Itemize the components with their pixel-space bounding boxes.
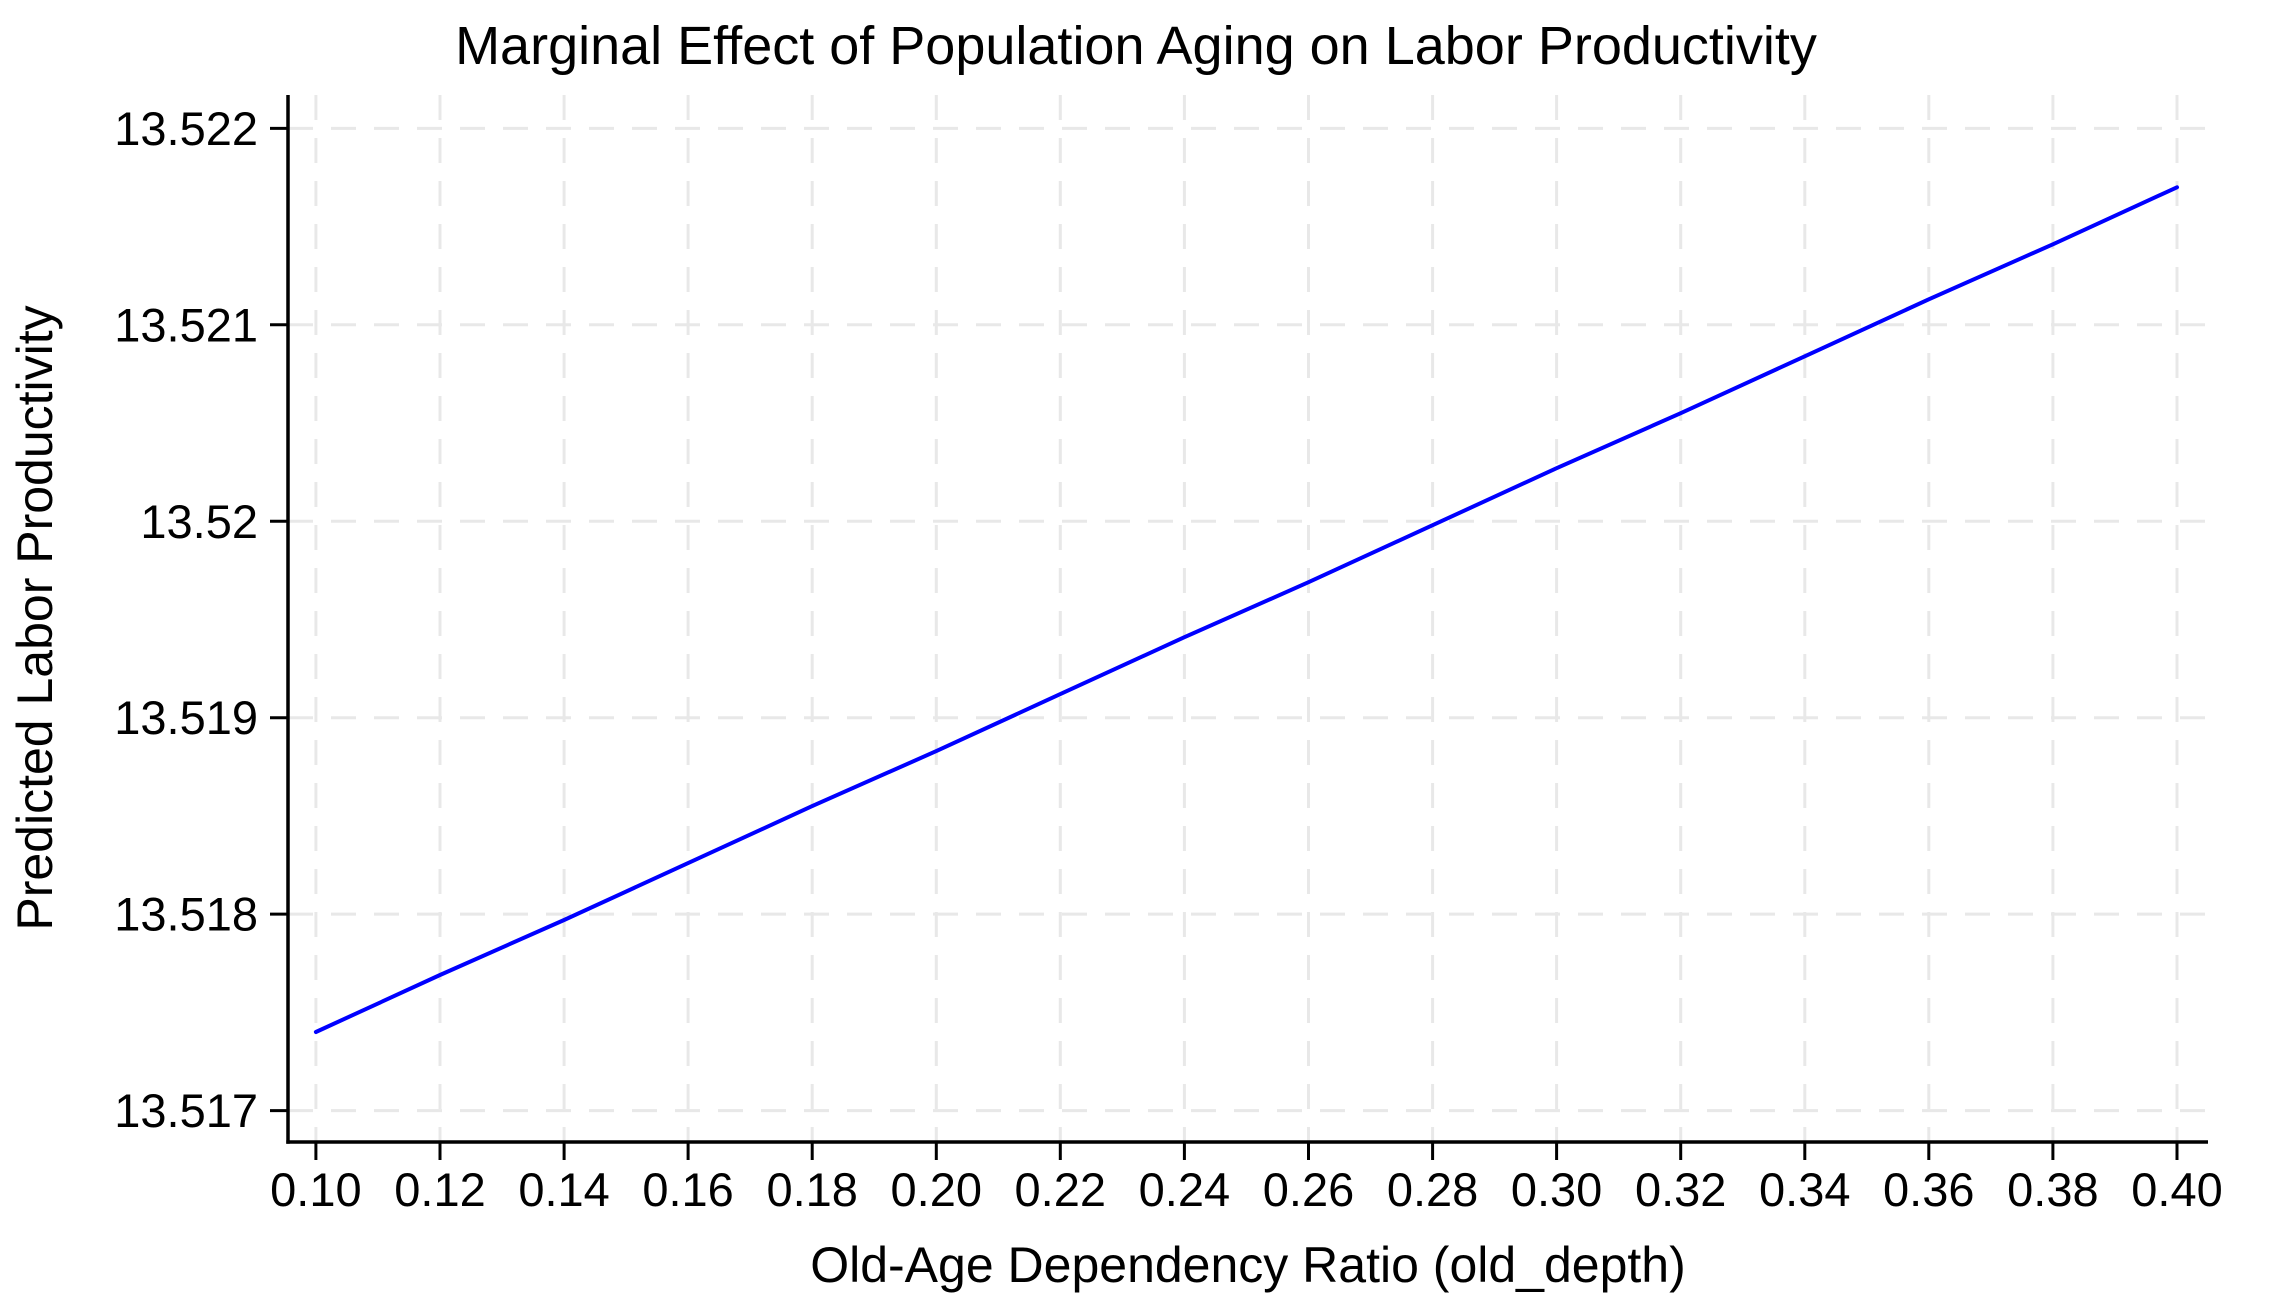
x-tick-label-0.36: 0.36 [1883,1163,1974,1216]
x-tick-label-0.34: 0.34 [1759,1163,1850,1216]
y-tick-label-13.52: 13.52 [140,495,258,548]
y-tick-label-13.517: 13.517 [114,1084,258,1137]
x-tick-label-0.30: 0.30 [1511,1163,1602,1216]
x-tick-label-0.32: 0.32 [1635,1163,1726,1216]
chart-title: Marginal Effect of Population Aging on L… [455,16,1817,76]
y-tick-label-13.518: 13.518 [114,888,258,941]
grid-layer [288,95,2208,1142]
x-tick-label-0.38: 0.38 [2007,1163,2098,1216]
y-tick-label-13.519: 13.519 [114,691,258,744]
axis-ticks-layer [270,126,2179,1160]
x-tick-label-0.18: 0.18 [766,1163,857,1216]
x-axis-label: Old-Age Dependency Ratio (old_depth) [810,1237,1686,1293]
y-tick-label-13.521: 13.521 [114,298,258,351]
y-axis-label: Predicted Labor Productivity [7,305,63,930]
x-tick-label-0.16: 0.16 [642,1163,733,1216]
tick-labels-layer: 0.10 0.12 0.14 0.16 0.18 0.20 0.22 0.24 0.26 0.28… [114,102,2223,1216]
series-layer [313,185,2179,1034]
x-tick-label-0.14: 0.14 [518,1163,609,1216]
x-tick-label-0.28: 0.28 [1387,1163,1478,1216]
x-tick-label-0.12: 0.12 [394,1163,485,1216]
x-tick-label-0.22: 0.22 [1015,1163,1106,1216]
y-tick-label-13.522: 13.522 [114,102,258,155]
x-tick-label-0.10: 0.10 [270,1163,361,1216]
x-tick-label-0.40: 0.40 [2131,1163,2222,1216]
series-line-0 [313,185,2179,1034]
x-tick-label-0.26: 0.26 [1263,1163,1354,1216]
x-tick-label-0.20: 0.20 [891,1163,982,1216]
x-tick-label-0.24: 0.24 [1139,1163,1230,1216]
